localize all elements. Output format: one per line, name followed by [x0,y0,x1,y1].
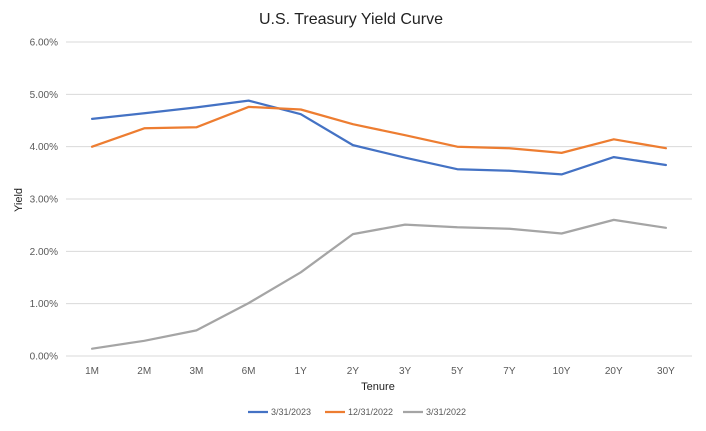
y-tick-label: 2.00% [30,247,58,258]
x-tick-label: 5Y [451,366,464,377]
x-tick-label: 3M [189,366,203,377]
x-tick-label: 20Y [605,366,623,377]
y-axis-ticks: 0.00% 1.00% 2.00% 3.00% 4.00% 5.00% 6.00% [30,38,58,363]
x-tick-label: 10Y [553,366,571,377]
x-tick-label: 6M [242,366,256,377]
series-line [90,218,668,350]
x-tick-label: 2Y [347,366,360,377]
legend-label: 12/31/2022 [348,407,393,417]
x-tick-label: 2M [137,366,151,377]
series-line [90,99,668,176]
y-tick-label: 0.00% [30,352,58,363]
x-tick-label: 30Y [657,366,675,377]
y-tick-label: 5.00% [30,90,58,101]
legend-label: 3/31/2023 [271,407,311,417]
chart-title: U.S. Treasury Yield Curve [259,11,443,28]
x-axis-title: Tenure [361,381,395,393]
x-tick-label: 1M [85,366,99,377]
x-tick-label: 3Y [399,366,412,377]
y-tick-label: 4.00% [30,142,58,153]
x-axis-ticks: 1M 2M 3M 6M 1Y 2Y 3Y 5Y 7Y 10Y 20Y 30Y [85,366,675,377]
x-tick-label: 7Y [503,366,516,377]
legend-label: 3/31/2022 [426,407,466,417]
series-line [90,105,668,155]
series-lines [90,99,668,350]
y-tick-label: 1.00% [30,299,58,310]
legend: 3/31/2023 12/31/2022 3/31/2022 [248,407,466,417]
y-tick-label: 6.00% [30,38,58,49]
x-tick-label: 1Y [295,366,308,377]
y-tick-label: 3.00% [30,195,58,206]
y-axis-title: Yield [13,188,25,212]
gridlines [66,41,692,357]
